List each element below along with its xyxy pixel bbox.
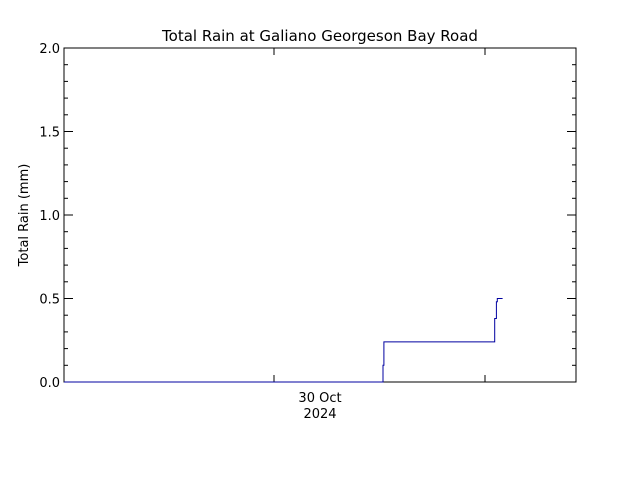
x-tick-label-date: 30 Oct — [298, 391, 341, 406]
y-axis-label: Total Rain (mm) — [17, 164, 32, 268]
y-tick-label: 2.0 — [39, 42, 60, 57]
y-tick-label: 0.0 — [39, 376, 60, 391]
plot-frame — [63, 47, 577, 383]
y-tick-label: 1.5 — [39, 126, 60, 141]
chart-title: Total Rain at Galiano Georgeson Bay Road — [161, 27, 478, 45]
x-axis — [273, 48, 486, 382]
x-tick-label-year: 2024 — [303, 407, 336, 422]
series-layer — [64, 298, 503, 383]
y-axis: 0.0 0.5 1.0 1.5 2.0 — [39, 42, 576, 391]
y-tick-label: 1.0 — [39, 209, 60, 224]
y-tick-label: 0.5 — [39, 293, 60, 308]
rain-series-line-0 — [64, 298, 503, 383]
